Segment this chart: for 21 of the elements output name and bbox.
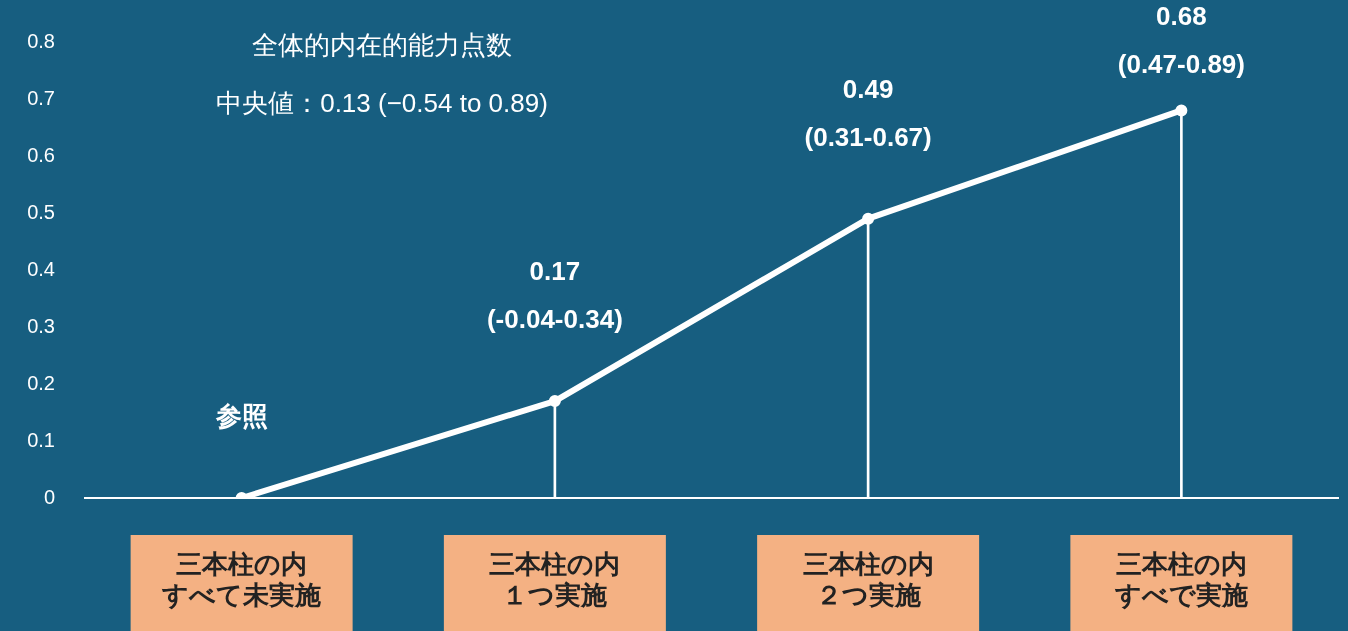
x-tick-label: 三本柱の内１つ実施	[489, 548, 621, 610]
y-tick-label: 0.4	[27, 257, 55, 280]
y-tick-label: 0.2	[27, 371, 55, 394]
y-tick-label: 0.1	[27, 428, 55, 451]
y-tick-label: 0.7	[27, 86, 55, 109]
data-label: 0.68 (0.47-0.89)	[1117, 1, 1245, 80]
data-label: 0.17 (-0.04-0.34)	[486, 256, 623, 335]
y-tick-label: 0.3	[27, 314, 55, 337]
x-tick-label: 三本柱の内すべで実施	[1113, 548, 1248, 610]
point	[1175, 104, 1188, 117]
x-tick-label: 三本柱の内２つ実施	[802, 548, 934, 610]
text: 中央値：0.13 (−0.54 to 0.89)	[216, 88, 548, 119]
y-tick-label: 0	[43, 485, 55, 508]
x-tick-label: 三本柱の内すべて未実施	[161, 548, 322, 610]
y-tick-label: 0.5	[27, 200, 55, 223]
y-tick-label: 0.8	[27, 29, 55, 52]
data-label: 0.49 (0.31-0.67)	[804, 73, 932, 152]
chart-title: 全体的内在的能力点数	[252, 30, 512, 61]
point	[862, 212, 875, 225]
data-label: 参照	[214, 401, 268, 432]
y-tick-label: 0.6	[27, 143, 55, 166]
